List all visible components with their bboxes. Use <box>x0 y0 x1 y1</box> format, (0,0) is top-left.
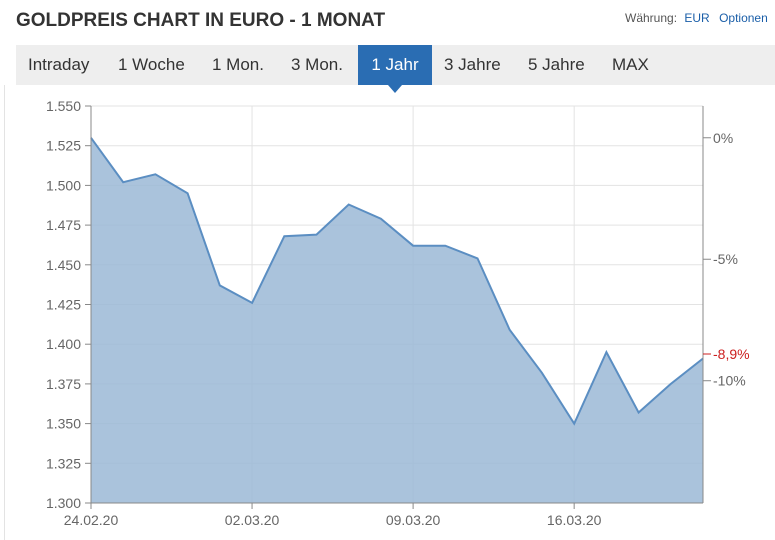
tab-label: 1 Jahr <box>371 55 419 74</box>
price-line <box>90 137 704 426</box>
y-tick-label: 1.450 <box>46 257 81 273</box>
y-tick-label: 1.375 <box>46 376 81 392</box>
tab-label: 1 Woche <box>118 55 185 74</box>
tab-label: Intraday <box>28 55 90 74</box>
currency-label: Währung: <box>625 11 678 25</box>
tab-label: 1 Mon. <box>212 55 264 74</box>
page-title: GOLDPREIS CHART IN EURO - 1 MONAT <box>16 10 386 31</box>
y-tick-label: 1.425 <box>46 297 81 313</box>
options-link[interactable]: Optionen <box>719 11 768 25</box>
time-range-tabs: Intraday 1 Woche 1 Mon. 3 Mon. 1 Jahr 3 … <box>16 45 775 93</box>
x-tick-label: 02.03.20 <box>225 512 280 528</box>
tab-intraday[interactable]: Intraday <box>28 45 89 85</box>
current-change-label: -8,9% <box>713 346 750 362</box>
tab-1-mon[interactable]: 1 Mon. <box>212 45 264 85</box>
tab-3-mon[interactable]: 3 Mon. <box>291 45 343 85</box>
y-tick-label: 1.500 <box>46 177 81 193</box>
x-tick-label: 16.03.20 <box>547 512 602 528</box>
y-tick-label: 1.325 <box>46 455 81 471</box>
tab-label: MAX <box>612 55 649 74</box>
y-tick-label: 1.400 <box>46 336 81 352</box>
tab-1-jahr[interactable]: 1 Jahr <box>358 45 432 93</box>
currency-select[interactable]: EUR <box>684 11 710 25</box>
active-tab-pointer <box>388 85 402 93</box>
y-tick-label: 1.550 <box>46 98 81 114</box>
y-tick-label: 1.475 <box>46 217 81 233</box>
y2-tick-label: 0% <box>713 130 733 146</box>
x-tick-label: 24.02.20 <box>64 512 119 528</box>
tab-max[interactable]: MAX <box>612 45 649 85</box>
tab-3-jahre[interactable]: 3 Jahre <box>444 45 501 85</box>
y-tick-label: 1.525 <box>46 138 81 154</box>
y-tick-label: 1.300 <box>46 495 81 511</box>
y2-tick-label: -10% <box>713 373 746 389</box>
tab-label: 5 Jahre <box>528 55 585 74</box>
tab-5-jahre[interactable]: 5 Jahre <box>528 45 585 85</box>
y-tick-label: 1.350 <box>46 416 81 432</box>
tab-label: 3 Mon. <box>291 55 343 74</box>
x-tick-label: 09.03.20 <box>386 512 441 528</box>
y2-tick-label: -5% <box>713 251 738 267</box>
chart-settings: Währung: EUR Optionen <box>625 11 768 25</box>
chart-area <box>4 85 775 540</box>
tab-1-woche[interactable]: 1 Woche <box>118 45 185 85</box>
tab-label: 3 Jahre <box>444 55 501 74</box>
price-area <box>91 137 703 504</box>
